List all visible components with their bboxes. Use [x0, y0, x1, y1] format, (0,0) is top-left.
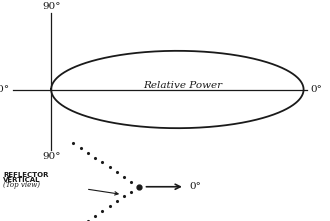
Text: 90°: 90°: [42, 152, 60, 162]
Text: Relative Power: Relative Power: [143, 81, 222, 90]
Text: REFLECTOR: REFLECTOR: [3, 171, 49, 178]
Text: VERTICAL: VERTICAL: [3, 177, 41, 183]
Text: 90°: 90°: [42, 2, 60, 11]
Text: (Top view): (Top view): [3, 181, 40, 189]
Text: 180°: 180°: [0, 85, 10, 94]
Text: 0°: 0°: [190, 182, 202, 191]
Text: 0°: 0°: [310, 85, 322, 94]
